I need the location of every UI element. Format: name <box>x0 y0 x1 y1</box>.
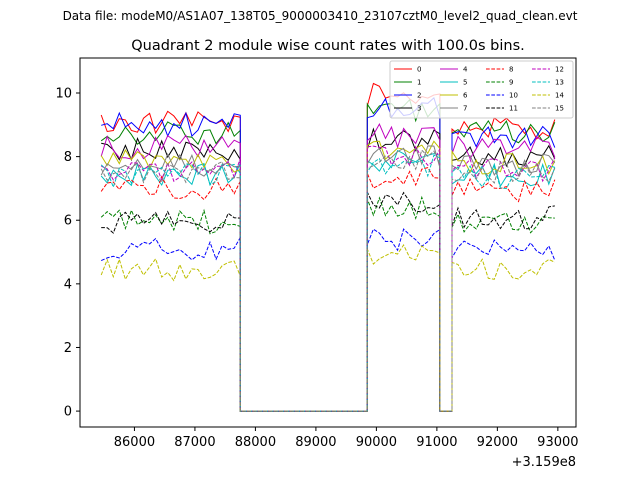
series-line-10 <box>100 228 556 412</box>
series-line-1 <box>100 98 556 412</box>
x-axis: 86000 87000 88000 89000 90000 91000 92000 93000 <box>114 427 579 450</box>
legend-label-1: 1 <box>417 79 421 87</box>
series-line-3 <box>101 127 556 412</box>
x-tick-label: 91000 <box>416 435 457 450</box>
x-axis-offset-label: +3.159e8 <box>512 455 576 470</box>
y-tick-label: 4 <box>64 277 72 292</box>
series-line-8 <box>100 167 556 412</box>
y-tick-label: 2 <box>64 341 72 356</box>
legend-label-6: 6 <box>463 92 468 100</box>
series-line-11 <box>101 191 555 412</box>
x-tick-label: 89000 <box>295 435 336 450</box>
y-tick-label: 6 <box>64 214 72 229</box>
chart-title: Quadrant 2 module wise count rates with … <box>131 38 525 54</box>
series-line-7 <box>100 145 556 412</box>
axes-frame <box>79 57 577 428</box>
series-line-14 <box>100 243 556 412</box>
y-axis: 0 2 4 6 8 10 <box>55 86 80 420</box>
legend-label-8: 8 <box>509 66 513 74</box>
legend-label-4: 4 <box>463 66 468 74</box>
y-tick-label: 0 <box>64 405 72 420</box>
legend-label-10: 10 <box>509 92 518 100</box>
legend-label-13: 13 <box>555 79 564 87</box>
legend-box <box>389 60 574 119</box>
x-tick-label: 88000 <box>235 435 276 450</box>
series-line-6 <box>100 140 556 412</box>
y-tick-label: 8 <box>64 150 72 165</box>
x-tick-label: 92000 <box>477 435 518 450</box>
legend-label-3: 3 <box>417 105 421 113</box>
legend-label-9: 9 <box>509 79 513 87</box>
figure-suptitle: Data file: modeM0/AS1A07_138T05_90000034… <box>63 9 578 23</box>
plot-lines <box>100 82 556 412</box>
legend-label-11: 11 <box>509 105 518 113</box>
series-line-15 <box>100 149 556 412</box>
series-line-12 <box>100 145 556 412</box>
legend-label-0: 0 <box>417 66 421 74</box>
legend-label-12: 12 <box>555 66 564 74</box>
series-line-9 <box>100 195 555 412</box>
y-tick-label: 10 <box>55 86 72 101</box>
legend-label-5: 5 <box>463 79 467 87</box>
legend-label-2: 2 <box>417 92 421 100</box>
x-tick-label: 93000 <box>537 435 578 450</box>
x-tick-label: 86000 <box>114 435 155 450</box>
x-tick-label: 90000 <box>356 435 397 450</box>
legend-label-15: 15 <box>555 105 564 113</box>
series-line-13 <box>100 154 555 412</box>
series-line-4 <box>100 122 556 412</box>
legend-label-7: 7 <box>463 105 467 113</box>
x-tick-label: 87000 <box>174 435 215 450</box>
legend-label-14: 14 <box>555 92 564 100</box>
